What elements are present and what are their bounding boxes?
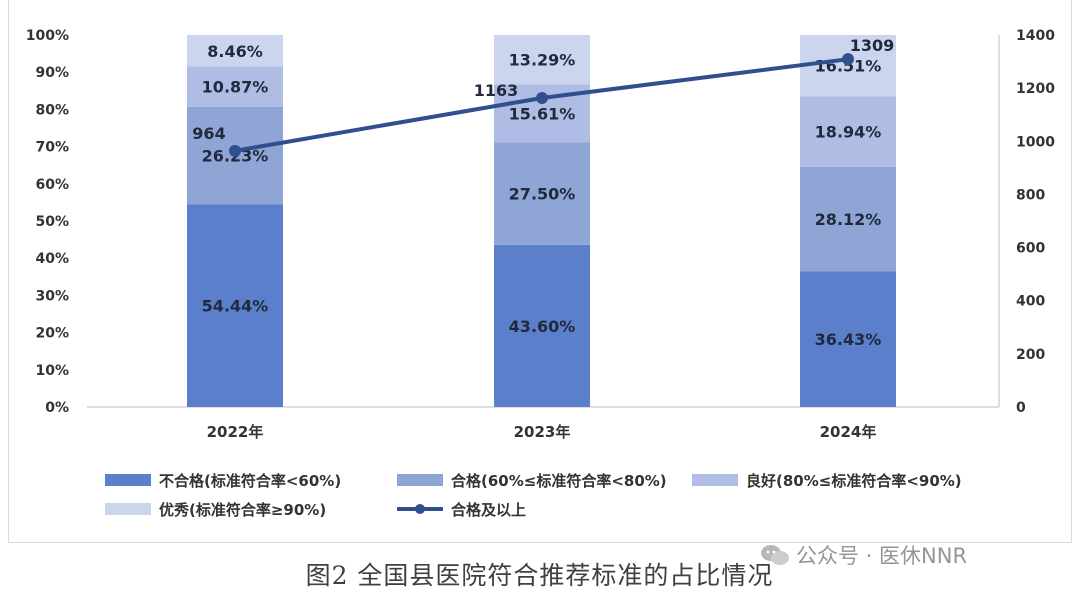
- chart-svg: 0% 10% 20% 30% 40% 50% 60% 70% 80% 90% 100% 0 200 400…: [26, 28, 1055, 519]
- y-right-tick-label: 1000: [1016, 134, 1055, 150]
- y-right-tick-label: 400: [1016, 294, 1045, 310]
- y-right-tick-label: 1200: [1016, 81, 1055, 97]
- legend-swatch: [692, 474, 738, 486]
- bar-segment: [494, 35, 590, 85]
- bar-segment: [800, 35, 896, 97]
- wechat-icon: [761, 545, 789, 565]
- watermark-text: 公众号 · 医休NNR: [796, 544, 968, 568]
- line-data-label: 1163: [474, 81, 519, 100]
- y-right-tick-label: 600: [1016, 241, 1045, 257]
- bar-data-label: 36.43%: [815, 330, 882, 349]
- y-left-tick-label: 10%: [35, 363, 69, 379]
- bar-data-label: 28.12%: [815, 210, 882, 229]
- bar-segment: [800, 166, 896, 272]
- legend-line-marker: [415, 504, 425, 514]
- y-left-tick-label: 80%: [35, 102, 69, 118]
- y-left-tick-label: 60%: [35, 177, 69, 193]
- bar-segment: [800, 271, 896, 407]
- legend-swatch: [397, 474, 443, 486]
- x-tick-label: 2023年: [514, 423, 571, 441]
- y-right-tick-label: 1400: [1016, 28, 1055, 44]
- line-point: [536, 91, 548, 104]
- y-left-tick-label: 0%: [45, 400, 69, 416]
- chart-frame: 0% 10% 20% 30% 40% 50% 60% 70% 80% 90% 100% 0 200 400…: [8, 0, 1072, 543]
- legend-swatch: [105, 503, 151, 515]
- y-left-tick-label: 30%: [35, 288, 69, 304]
- y-left-tick-label: 90%: [35, 65, 69, 81]
- bar-data-label: 8.46%: [207, 42, 263, 61]
- bar-data-label: 10.87%: [202, 78, 269, 97]
- y-left-tick-label: 40%: [35, 251, 69, 267]
- bar-segment: [494, 244, 590, 407]
- bar-data-label: 13.29%: [509, 51, 576, 70]
- y-right-tick-label: 200: [1016, 347, 1045, 363]
- legend-label: 良好(80%≤标准符合率<90%): [746, 472, 962, 490]
- legend-swatch: [105, 474, 151, 486]
- figure-caption: 图2 全国县医院符合推荐标准的占比情况: [305, 561, 774, 590]
- bar-segment: [187, 204, 283, 407]
- line-point: [842, 53, 854, 66]
- y-right-tick-label: 0: [1016, 400, 1026, 416]
- line-data-label: 964: [192, 124, 225, 143]
- line-point: [229, 144, 241, 157]
- bar-data-label: 54.44%: [202, 297, 269, 316]
- bar-data-label: 15.61%: [509, 104, 576, 123]
- legend-label: 不合格(标准符合率<60%): [159, 472, 341, 490]
- y-left-tick-label: 20%: [35, 326, 69, 342]
- bar-segment: [187, 66, 283, 107]
- bar-segment: [187, 35, 283, 67]
- bar-data-label: 27.50%: [509, 185, 576, 204]
- watermark: 公众号 · 医休NNR: [760, 540, 967, 570]
- bar-segment: [800, 96, 896, 167]
- bar-data-label: 43.60%: [509, 317, 576, 336]
- y-right-tick-label: 800: [1016, 187, 1045, 203]
- x-tick-label: 2024年: [820, 423, 877, 441]
- legend-label: 优秀(标准符合率≥90%): [159, 501, 326, 519]
- bar-segment: [494, 142, 590, 245]
- y-left-tick-label: 70%: [35, 140, 69, 156]
- legend-label: 合格及以上: [450, 501, 526, 519]
- legend-label: 合格(60%≤标准符合率<80%): [450, 472, 667, 490]
- y-left-tick-label: 50%: [35, 214, 69, 230]
- line-data-label: 1309: [850, 36, 895, 55]
- bar-data-label: 18.94%: [815, 123, 882, 142]
- y-left-tick-label: 100%: [26, 28, 69, 44]
- x-tick-label: 2022年: [207, 423, 264, 441]
